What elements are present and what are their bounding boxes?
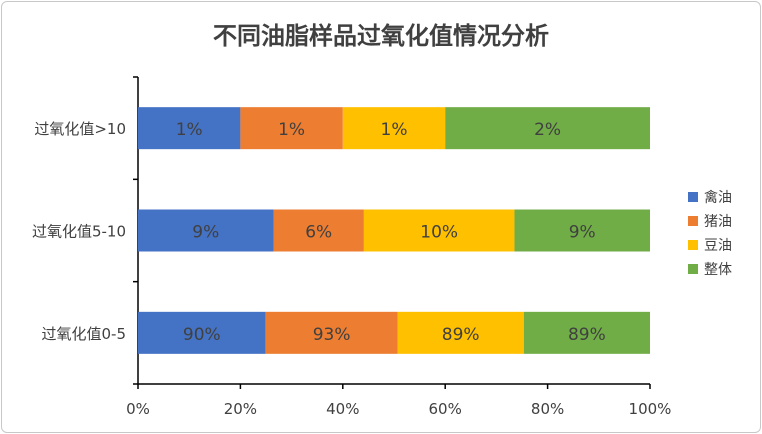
legend-swatch	[688, 264, 698, 274]
legend-swatch	[688, 216, 698, 226]
legend-swatch	[688, 240, 698, 250]
y-tick-label: 过氧化值>10	[34, 120, 126, 138]
bar-segment	[265, 311, 398, 354]
data-label: 1%	[176, 120, 203, 140]
legend-label: 禽油	[704, 190, 732, 206]
legend-item: 猪油	[688, 209, 732, 233]
bar-segment	[523, 311, 650, 354]
chart-title: 不同油脂样品过氧化值情况分析	[213, 22, 549, 50]
legend-label: 豆油	[704, 238, 732, 254]
legend-label: 整体	[704, 262, 732, 278]
data-label: 6%	[305, 223, 332, 243]
bar-segment	[514, 209, 650, 252]
legend: 禽油 猪油 豆油 整体	[688, 185, 732, 281]
data-label: 1%	[278, 120, 305, 140]
data-label: 10%	[420, 223, 458, 243]
data-label: 89%	[442, 325, 480, 345]
x-tick-label: 100%	[629, 400, 672, 418]
x-tick-label: 40%	[326, 400, 359, 418]
bar-segment	[273, 209, 364, 252]
bar-segment	[138, 311, 266, 354]
x-tick-label: 60%	[429, 400, 462, 418]
bar-segment	[445, 107, 650, 150]
data-label: 93%	[313, 325, 351, 345]
data-label: 9%	[569, 223, 596, 243]
data-label: 9%	[192, 223, 219, 243]
legend-item: 禽油	[688, 185, 732, 209]
bar-segment	[397, 311, 524, 354]
data-label: 89%	[568, 325, 606, 345]
data-label: 1%	[381, 120, 408, 140]
legend-item: 整体	[688, 257, 732, 281]
legend-label: 猪油	[704, 214, 732, 230]
bar-segment	[138, 209, 274, 252]
data-label: 2%	[534, 120, 561, 140]
y-tick-label: 过氧化值5-10	[32, 223, 126, 241]
x-tick-label: 0%	[126, 400, 150, 418]
legend-swatch	[688, 192, 698, 202]
bar-segment	[138, 107, 241, 150]
legend-item: 豆油	[688, 233, 732, 257]
bar-segment	[342, 107, 446, 150]
y-tick-label: 过氧化值0-5	[42, 325, 127, 343]
bar-segment	[240, 107, 343, 150]
x-tick-label: 20%	[224, 400, 257, 418]
bar-segment	[363, 209, 515, 252]
data-label: 90%	[183, 325, 221, 345]
x-tick-label: 80%	[531, 400, 564, 418]
